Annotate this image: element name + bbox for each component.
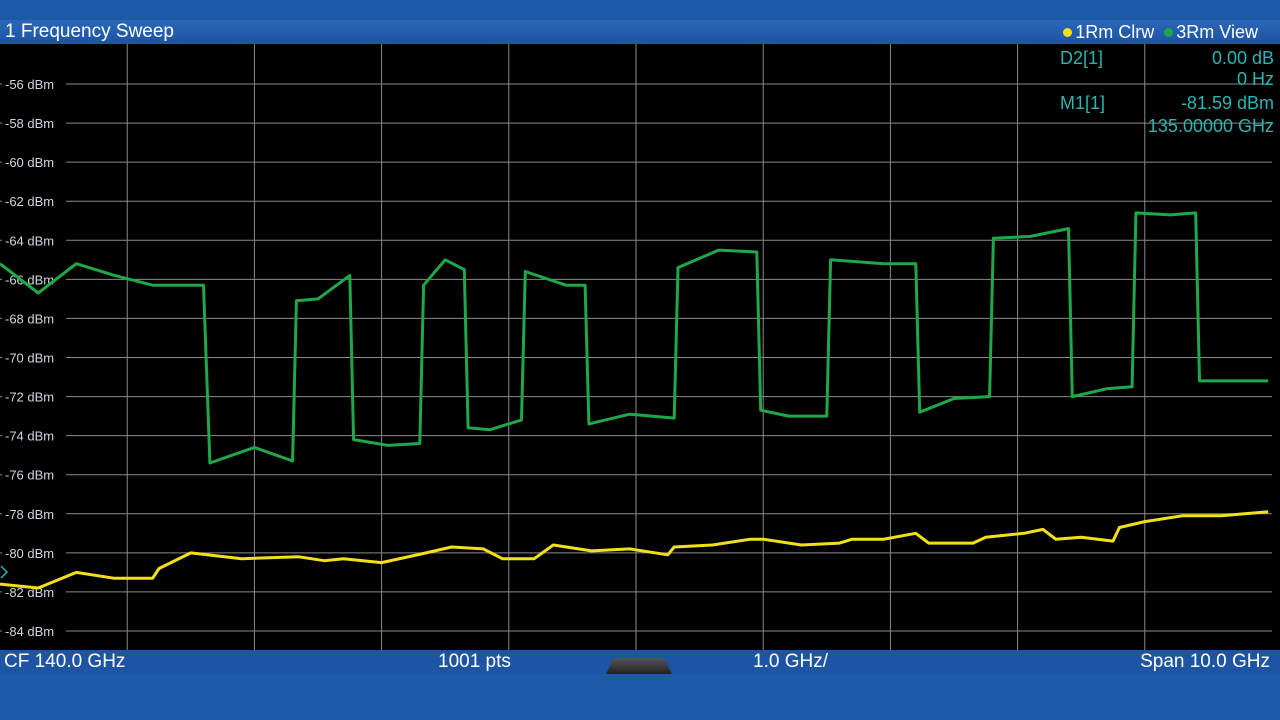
traces (0, 211, 1269, 590)
y-tick-label: -62 dBm (5, 194, 54, 209)
marker-d2-name: D2[1] (1060, 48, 1103, 68)
y-tick-label: -82 dBm (5, 585, 54, 600)
trace-3-line (0, 211, 1269, 465)
sweep-points[interactable]: 1001 pts (438, 651, 511, 672)
y-tick-label-bg (2, 115, 66, 132)
frequency-per-division: 1.0 GHz/ (753, 651, 828, 672)
y-tick-label: -58 dBm (5, 116, 54, 131)
y-tick-label-bg (2, 388, 66, 405)
y-tick-label-bg (2, 623, 66, 639)
y-axis-ticks: -56 dBm-58 dBm-60 dBm-62 dBm-64 dBm-66 d… (2, 76, 66, 639)
spectrum-window: 1 Frequency Sweep 1Rm Clrw 3Rm View -56 … (0, 20, 1280, 674)
y-tick-label-bg (2, 193, 66, 210)
y-tick-label-bg (2, 154, 66, 171)
marker-m1-indicator (0, 565, 9, 579)
y-tick-label-bg (2, 349, 66, 366)
y-tick-label: -72 dBm (5, 390, 54, 405)
y-tick-label: -56 dBm (5, 77, 54, 92)
y-tick-label-bg (2, 505, 66, 522)
y-tick-label: -74 dBm (5, 429, 54, 444)
marker-m1-freq: 135.00000 GHz (1148, 116, 1274, 136)
y-tick-label-bg (2, 76, 66, 92)
spectrum-chart: -56 dBm-58 dBm-60 dBm-62 dBm-64 dBm-66 d… (0, 44, 1274, 650)
y-tick-label-bg (2, 583, 66, 600)
y-tick-label: -70 dBm (5, 351, 54, 366)
trace-legend: 1Rm Clrw 3Rm View (1063, 21, 1258, 43)
marker-d2-freq: 0 Hz (1237, 69, 1274, 89)
y-tick-label: -60 dBm (5, 155, 54, 170)
trace-3-dot-icon (1164, 27, 1174, 37)
status-footer: CF 140.0 GHz 1001 pts 1.0 GHz/ Span 10.0… (0, 650, 1280, 674)
grid (0, 44, 1272, 650)
y-tick-label: -78 dBm (5, 507, 54, 522)
window-title: 1 Frequency Sweep (5, 21, 174, 42)
window-title-bar: 1 Frequency Sweep 1Rm Clrw 3Rm View (0, 20, 1280, 44)
y-tick-label: -84 dBm (5, 624, 54, 639)
sweep-handle[interactable] (606, 658, 672, 674)
marker-d2-value: 0.00 dB (1212, 48, 1274, 68)
trace-1-label: 1Rm Clrw (1075, 22, 1155, 42)
marker-m1-name: M1[1] (1060, 93, 1105, 113)
y-tick-label-bg (2, 544, 66, 561)
trace-1-dot-icon (1063, 27, 1073, 37)
y-tick-label: -76 dBm (5, 468, 54, 483)
trace-3-label: 3Rm View (1176, 22, 1258, 42)
trace-1-legend[interactable]: 1Rm Clrw (1063, 21, 1154, 43)
y-tick-label-bg (2, 427, 66, 444)
trace-3-legend[interactable]: 3Rm View (1164, 21, 1258, 43)
y-tick-label-bg (2, 466, 66, 483)
plot-area[interactable]: -56 dBm -58 dBm -60 dBm -62 dBm -64 dBm -66 d… (0, 44, 1280, 650)
marker-readout: D2[1] 0.00 dB 0 Hz M1[1] -81.59 dBm 135.… (1060, 48, 1274, 136)
y-tick-label: -64 dBm (5, 233, 54, 248)
center-frequency[interactable]: CF 140.0 GHz (4, 651, 126, 672)
y-tick-label: -68 dBm (5, 311, 54, 326)
y-tick-label: -80 dBm (5, 546, 54, 561)
trace-1-line (0, 510, 1269, 590)
marker-m1-value: -81.59 dBm (1181, 93, 1274, 113)
y-tick-label-bg (2, 310, 66, 327)
y-tick-label-bg (2, 232, 66, 249)
frequency-span[interactable]: Span 10.0 GHz (1140, 651, 1270, 672)
